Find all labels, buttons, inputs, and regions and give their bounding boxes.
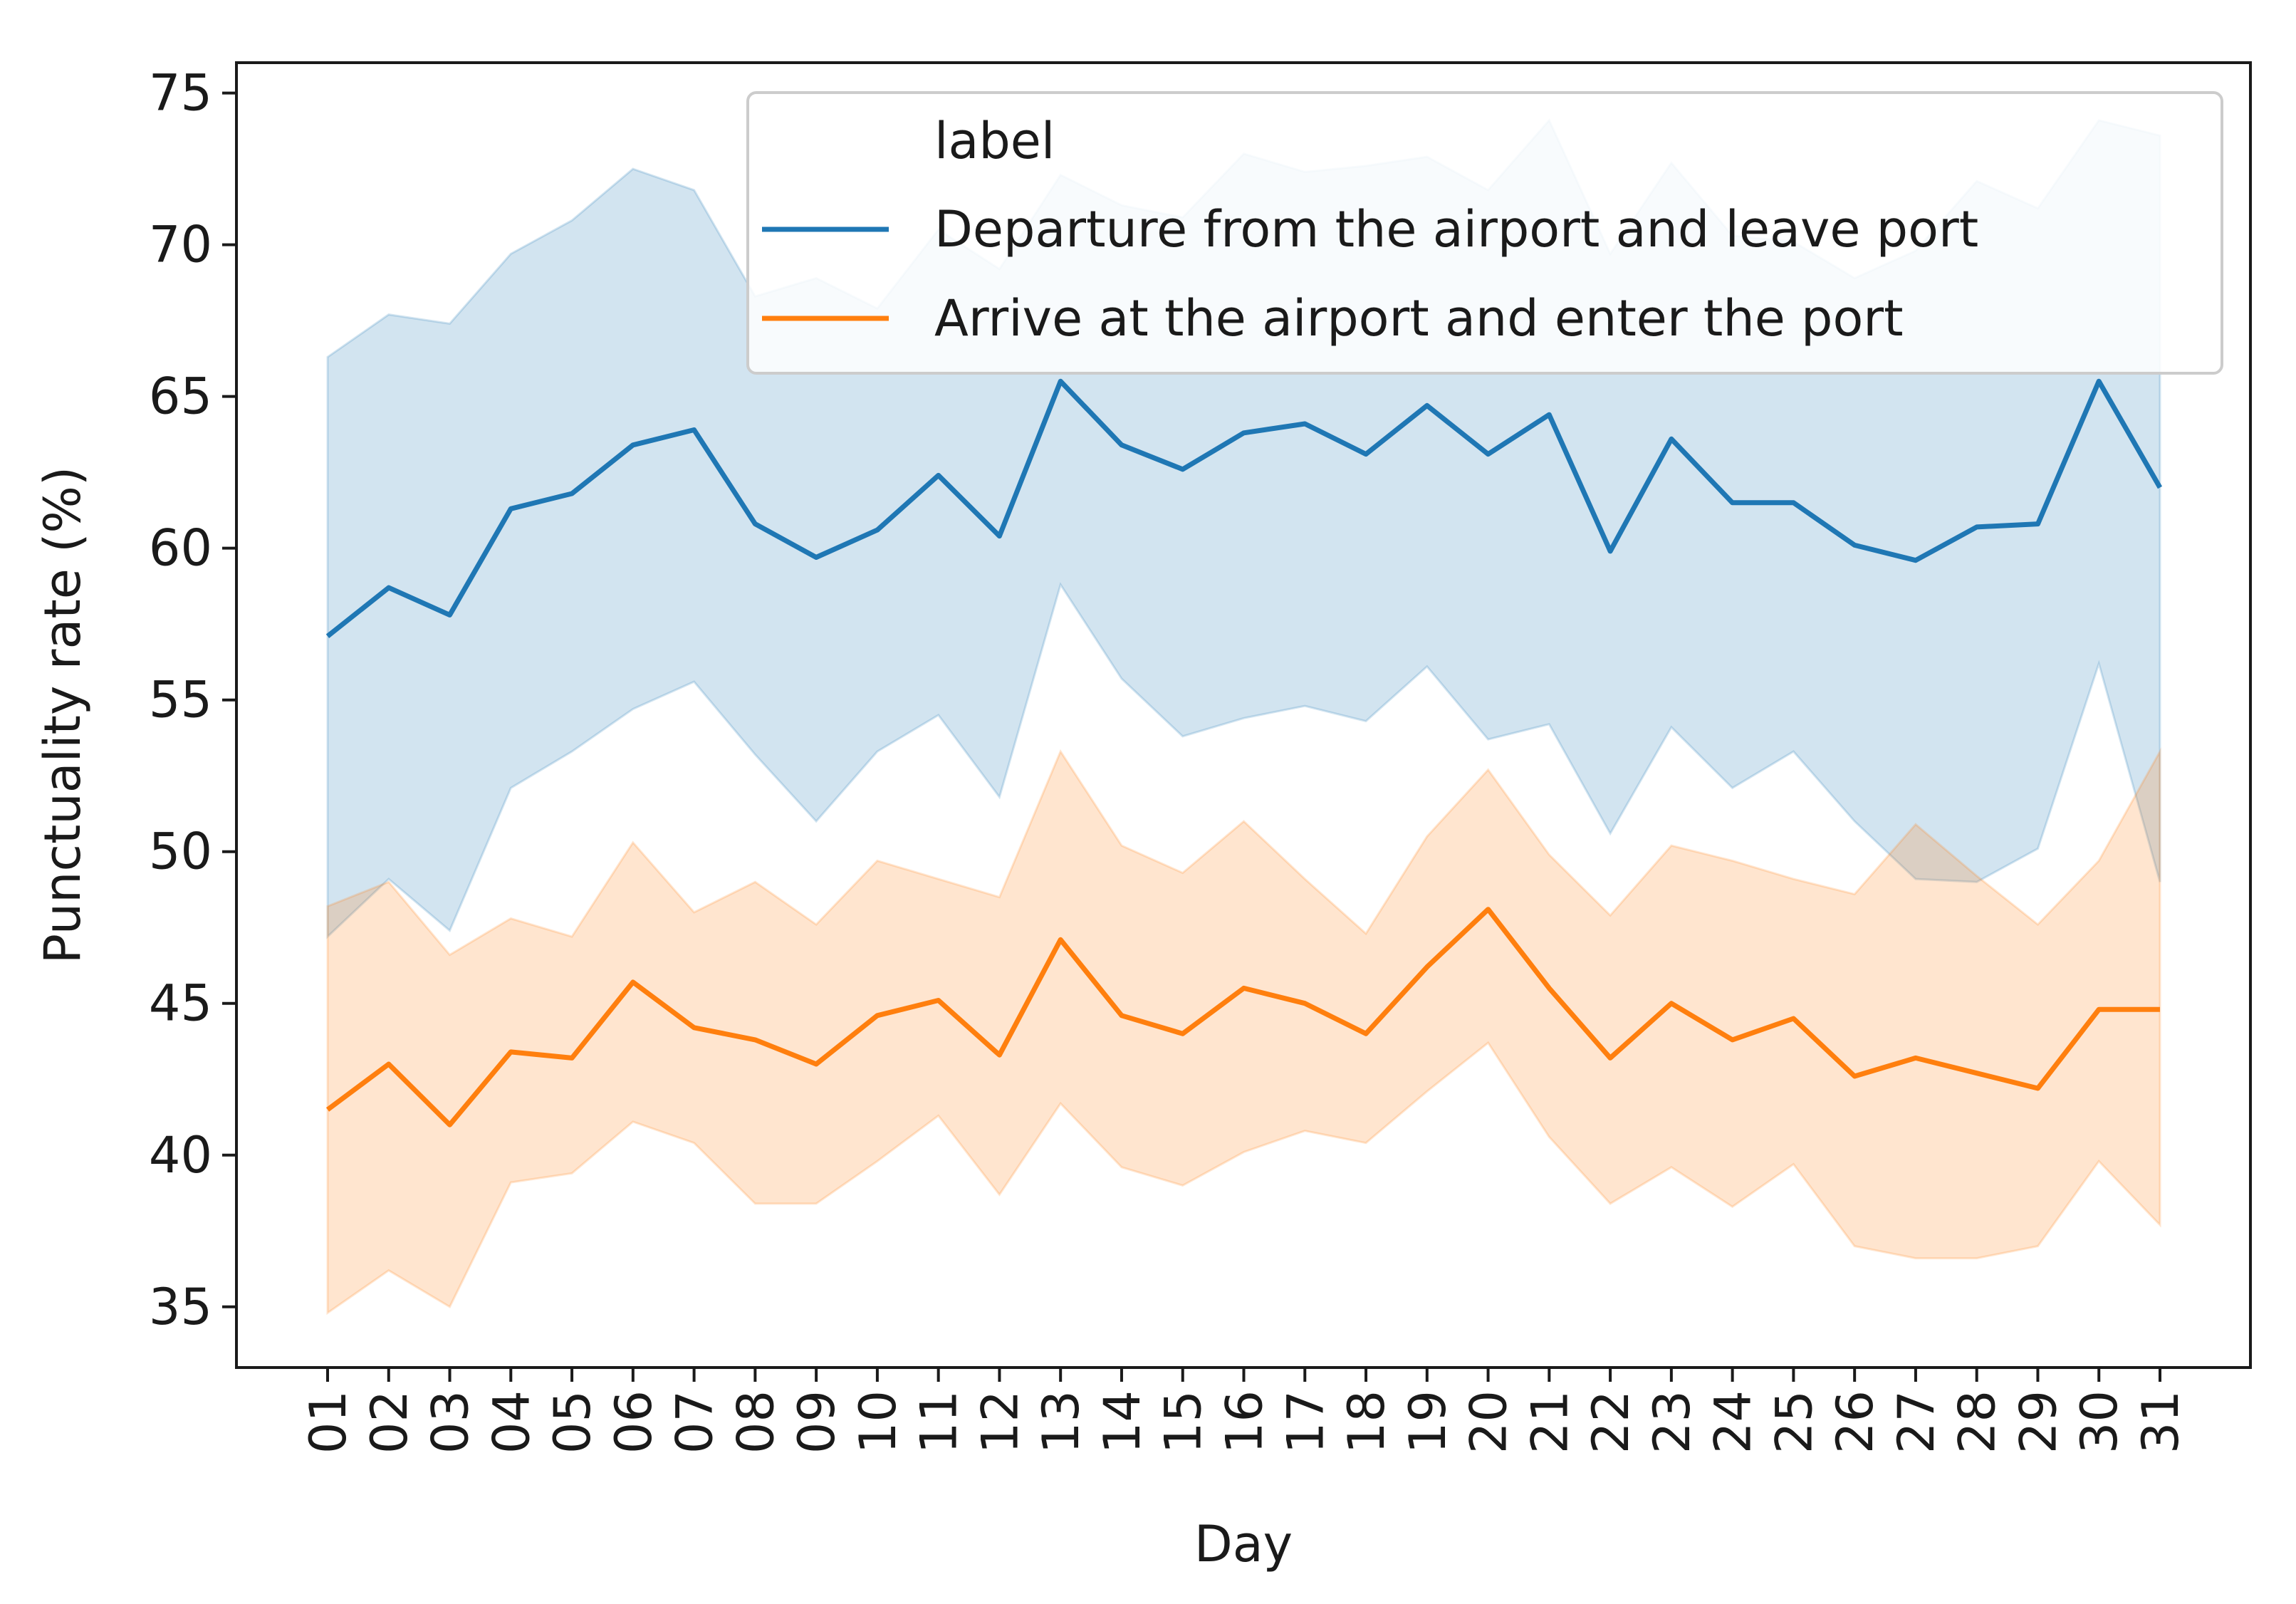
x-tick-label: 11 xyxy=(910,1390,969,1454)
legend-box xyxy=(746,91,2223,375)
x-tick-label: 08 xyxy=(726,1390,785,1454)
x-tick-label: 17 xyxy=(1276,1390,1335,1454)
x-axis-ticks: 01 02 03 04 05 06 07 08 09 10 11 12 13 14 15 16 17 18 19 20… xyxy=(299,1368,2190,1454)
x-tick-label: 01 xyxy=(299,1390,358,1454)
x-tick-label: 16 xyxy=(1216,1390,1274,1454)
x-tick-label: 21 xyxy=(1520,1390,1579,1454)
legend-label-arrival: Arrive at the airport and enter the port xyxy=(934,289,1904,348)
x-tick-label: 04 xyxy=(482,1390,541,1454)
x-tick-label: 26 xyxy=(1826,1390,1884,1454)
y-axis-ticks: 35 40 45 50 55 60 65 70 75 xyxy=(149,64,236,1336)
y-axis-label: Punctuality rate (%) xyxy=(33,467,92,964)
y-tick-label: 60 xyxy=(149,519,212,578)
x-tick-label: 19 xyxy=(1399,1390,1457,1454)
series-line-arrival xyxy=(325,907,2160,1128)
x-tick-label: 06 xyxy=(605,1390,663,1454)
x-tick-label: 27 xyxy=(1887,1390,1946,1454)
y-tick-label: 35 xyxy=(149,1278,212,1336)
x-tick-label: 09 xyxy=(788,1390,846,1454)
x-tick-label: 12 xyxy=(971,1390,1029,1454)
x-tick-label: 13 xyxy=(1032,1390,1090,1454)
y-tick-label: 50 xyxy=(149,823,212,881)
x-tick-label: 05 xyxy=(543,1390,602,1454)
confidence-band-arrival xyxy=(326,747,2161,1316)
y-tick-label: 40 xyxy=(149,1126,212,1184)
x-tick-label: 23 xyxy=(1643,1390,1701,1454)
x-tick-label: 10 xyxy=(849,1390,907,1454)
x-tick-label: 25 xyxy=(1765,1390,1823,1454)
series-lines xyxy=(325,378,2163,1128)
x-tick-label: 15 xyxy=(1154,1390,1213,1454)
x-tick-label: 18 xyxy=(1337,1390,1396,1454)
y-tick-label: 55 xyxy=(149,671,212,729)
y-tick-label: 75 xyxy=(149,64,212,123)
x-tick-label: 24 xyxy=(1704,1390,1763,1454)
x-tick-label: 02 xyxy=(360,1390,419,1454)
x-axis-label: Day xyxy=(1194,1515,1293,1573)
series-line-departure xyxy=(325,378,2163,638)
x-tick-label: 29 xyxy=(2009,1390,2067,1454)
legend-label-departure: Departure from the airport and leave por… xyxy=(934,200,1978,259)
legend: label Departure from the airport and lea… xyxy=(746,91,2223,375)
x-tick-label: 20 xyxy=(1460,1390,1518,1454)
x-tick-label: 07 xyxy=(666,1390,724,1454)
legend-title: label xyxy=(934,112,1055,170)
x-tick-label: 22 xyxy=(1582,1390,1640,1454)
x-tick-label: 31 xyxy=(2131,1390,2190,1454)
x-tick-label: 14 xyxy=(1093,1390,1152,1454)
x-tick-label: 28 xyxy=(1948,1390,2007,1454)
x-tick-label: 30 xyxy=(2070,1390,2129,1454)
y-tick-label: 65 xyxy=(149,368,212,426)
y-tick-label: 45 xyxy=(149,974,212,1033)
x-tick-label: 03 xyxy=(422,1390,480,1454)
y-tick-label: 70 xyxy=(149,216,212,274)
